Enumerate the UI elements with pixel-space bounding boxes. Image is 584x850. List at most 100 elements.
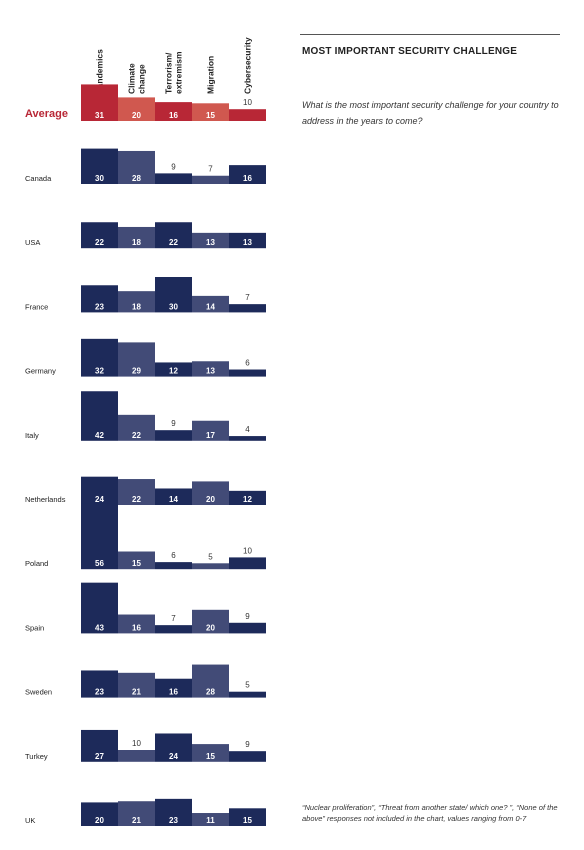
bar-average-cybersecurity bbox=[229, 109, 266, 121]
title-rule bbox=[300, 34, 560, 35]
value-label-france-terrorism-extremism: 30 bbox=[169, 302, 178, 311]
bar-netherlands-climate-change bbox=[118, 479, 155, 505]
row-label-turkey: Turkey bbox=[25, 752, 48, 761]
bar-average-migration bbox=[192, 103, 229, 121]
bar-turkey-cybersecurity bbox=[229, 751, 266, 762]
value-label-germany-pandemics: 32 bbox=[95, 367, 104, 376]
value-label-sweden-cybersecurity: 5 bbox=[245, 681, 250, 690]
bar-usa-pandemics bbox=[81, 222, 118, 249]
survey-question: What is the most important security chal… bbox=[302, 100, 559, 126]
row-label-poland: Poland bbox=[25, 559, 48, 568]
value-label-spain-terrorism-extremism: 7 bbox=[171, 614, 176, 623]
value-label-italy-terrorism-extremism: 9 bbox=[171, 419, 176, 428]
row-label-sweden: Sweden bbox=[25, 688, 52, 697]
bar-germany-terrorism-extremism bbox=[155, 362, 192, 377]
bar-spain-migration bbox=[192, 609, 229, 634]
value-label-germany-terrorism-extremism: 12 bbox=[169, 367, 178, 376]
bar-canada-climate-change bbox=[118, 150, 155, 184]
bar-canada-cybersecurity bbox=[229, 165, 266, 184]
value-label-sweden-pandemics: 23 bbox=[95, 688, 104, 697]
value-label-spain-cybersecurity: 9 bbox=[245, 612, 250, 621]
bar-italy-pandemics bbox=[81, 391, 118, 441]
bar-poland-migration bbox=[192, 563, 229, 570]
value-label-poland-climate-change: 15 bbox=[132, 559, 141, 568]
bar-uk-climate-change bbox=[118, 801, 155, 826]
chart-footnote: “Nuclear proliferation”, “Threat from an… bbox=[302, 803, 558, 823]
bar-germany-migration bbox=[192, 361, 229, 377]
value-label-usa-migration: 13 bbox=[206, 238, 215, 247]
value-label-canada-cybersecurity: 16 bbox=[243, 174, 252, 183]
value-label-netherlands-climate-change: 22 bbox=[132, 495, 141, 504]
row-label-average: Average bbox=[25, 108, 68, 120]
bar-italy-migration bbox=[192, 420, 229, 441]
bar-sweden-cybersecurity bbox=[229, 691, 266, 698]
column-header-cybersecurity: Cybersecurity bbox=[243, 37, 253, 94]
value-label-usa-climate-change: 18 bbox=[132, 238, 141, 247]
bar-sweden-climate-change bbox=[118, 672, 155, 698]
bar-spain-terrorism-extremism bbox=[155, 625, 192, 634]
bar-canada-terrorism-extremism bbox=[155, 173, 192, 184]
bar-italy-cybersecurity bbox=[229, 436, 266, 441]
column-header-terrorism-extremism: Terrorism/extremism bbox=[164, 51, 184, 94]
value-label-netherlands-pandemics: 24 bbox=[95, 495, 104, 504]
bar-spain-pandemics bbox=[81, 582, 118, 634]
bar-average-pandemics bbox=[81, 84, 118, 121]
bar-france-terrorism-extremism bbox=[155, 277, 192, 313]
bar-netherlands-terrorism-extremism bbox=[155, 488, 192, 505]
bar-germany-pandemics bbox=[81, 338, 118, 377]
value-label-average-climate-change: 20 bbox=[132, 111, 141, 120]
bar-canada-migration bbox=[192, 175, 229, 184]
bar-turkey-climate-change bbox=[118, 750, 155, 762]
bar-usa-migration bbox=[192, 232, 229, 249]
bar-france-cybersecurity bbox=[229, 304, 266, 313]
value-label-germany-migration: 13 bbox=[206, 367, 215, 376]
bar-uk-terrorism-extremism bbox=[155, 798, 192, 826]
bar-turkey-terrorism-extremism bbox=[155, 733, 192, 762]
value-label-canada-terrorism-extremism: 9 bbox=[171, 162, 176, 171]
value-label-average-pandemics: 31 bbox=[95, 111, 104, 120]
row-label-germany: Germany bbox=[25, 367, 56, 376]
value-label-turkey-pandemics: 27 bbox=[95, 752, 104, 761]
value-label-average-cybersecurity: 10 bbox=[243, 98, 252, 107]
value-label-poland-pandemics: 56 bbox=[95, 559, 104, 568]
value-label-italy-pandemics: 42 bbox=[95, 431, 104, 440]
row-label-canada: Canada bbox=[25, 174, 52, 183]
value-label-sweden-terrorism-extremism: 16 bbox=[169, 688, 178, 697]
value-label-spain-pandemics: 43 bbox=[95, 623, 104, 632]
bar-france-pandemics bbox=[81, 285, 118, 313]
bar-canada-pandemics bbox=[81, 148, 118, 184]
value-label-sweden-climate-change: 21 bbox=[132, 688, 141, 697]
bar-average-climate-change bbox=[118, 97, 155, 121]
value-label-germany-climate-change: 29 bbox=[132, 367, 141, 376]
column-header-climate-change: Climatechange bbox=[127, 63, 147, 94]
value-label-poland-terrorism-extremism: 6 bbox=[171, 551, 176, 560]
bar-spain-cybersecurity bbox=[229, 622, 266, 634]
value-label-uk-cybersecurity: 15 bbox=[243, 816, 252, 825]
value-label-uk-pandemics: 20 bbox=[95, 816, 104, 825]
value-label-italy-cybersecurity: 4 bbox=[245, 425, 250, 434]
value-label-spain-migration: 20 bbox=[206, 623, 215, 632]
value-label-france-pandemics: 23 bbox=[95, 302, 104, 311]
row-label-spain: Spain bbox=[25, 623, 44, 632]
row-label-italy: Italy bbox=[25, 431, 39, 440]
row-label-uk: UK bbox=[25, 816, 35, 825]
value-label-canada-pandemics: 30 bbox=[95, 174, 104, 183]
value-label-germany-cybersecurity: 6 bbox=[245, 359, 250, 368]
bar-netherlands-pandemics bbox=[81, 476, 118, 505]
column-header-migration: Migration bbox=[206, 56, 216, 94]
bar-average-terrorism-extremism bbox=[155, 102, 192, 121]
bar-usa-cybersecurity bbox=[229, 232, 266, 249]
value-label-sweden-migration: 28 bbox=[206, 688, 215, 697]
bar-uk-pandemics bbox=[81, 802, 118, 826]
value-label-spain-climate-change: 16 bbox=[132, 623, 141, 632]
value-label-uk-climate-change: 21 bbox=[132, 816, 141, 825]
bar-sweden-terrorism-extremism bbox=[155, 678, 192, 698]
value-label-canada-climate-change: 28 bbox=[132, 174, 141, 183]
value-label-average-migration: 15 bbox=[206, 111, 215, 120]
bar-germany-climate-change bbox=[118, 342, 155, 377]
bar-sweden-pandemics bbox=[81, 670, 118, 698]
value-label-italy-climate-change: 22 bbox=[132, 431, 141, 440]
value-label-poland-cybersecurity: 10 bbox=[243, 546, 252, 555]
row-label-france: France bbox=[25, 302, 48, 311]
